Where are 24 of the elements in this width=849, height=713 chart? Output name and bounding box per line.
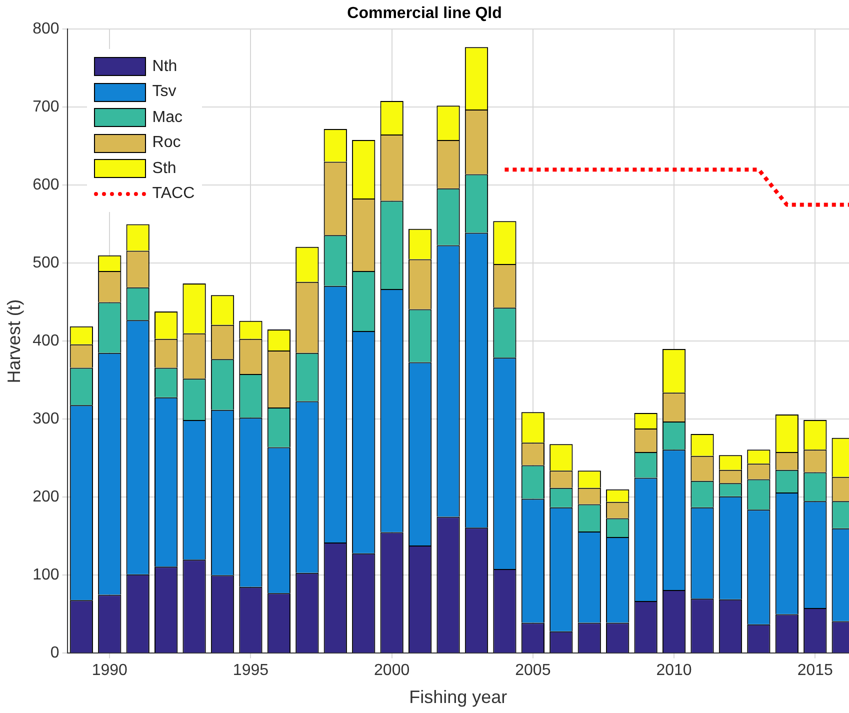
y-tick-label: 400 [32,332,60,350]
y-tick-label: 500 [32,254,60,272]
x-axis-title: Fishing year [409,687,508,708]
y-tick-label: 200 [32,488,60,506]
x-tick-label: 2000 [374,662,410,680]
y-tick-label: 800 [32,20,60,38]
legend-label: Tsv [152,83,176,102]
y-tick-label: 600 [32,176,60,194]
x-tick-label: 2005 [515,662,551,680]
legend-label: TACC [152,185,195,204]
chart-title: Commercial line Qld [347,5,502,22]
legend-label: Roc [152,134,181,152]
y-tick-label: 300 [32,410,60,428]
x-tick-label: 2015 [797,662,834,680]
legend-label: Sth [152,160,176,178]
y-tick-label: 0 [50,644,60,662]
x-tick-label: 1995 [232,662,269,680]
y-tick-label: 100 [32,566,60,584]
x-tick-label: 2010 [656,662,692,680]
y-tick-label: 700 [32,98,60,116]
y-axis-title: Harvest (t) [4,299,24,384]
legend-label: Nth [152,58,178,76]
x-tick-label: 1990 [92,662,128,680]
legend-label: Mac [152,108,183,127]
